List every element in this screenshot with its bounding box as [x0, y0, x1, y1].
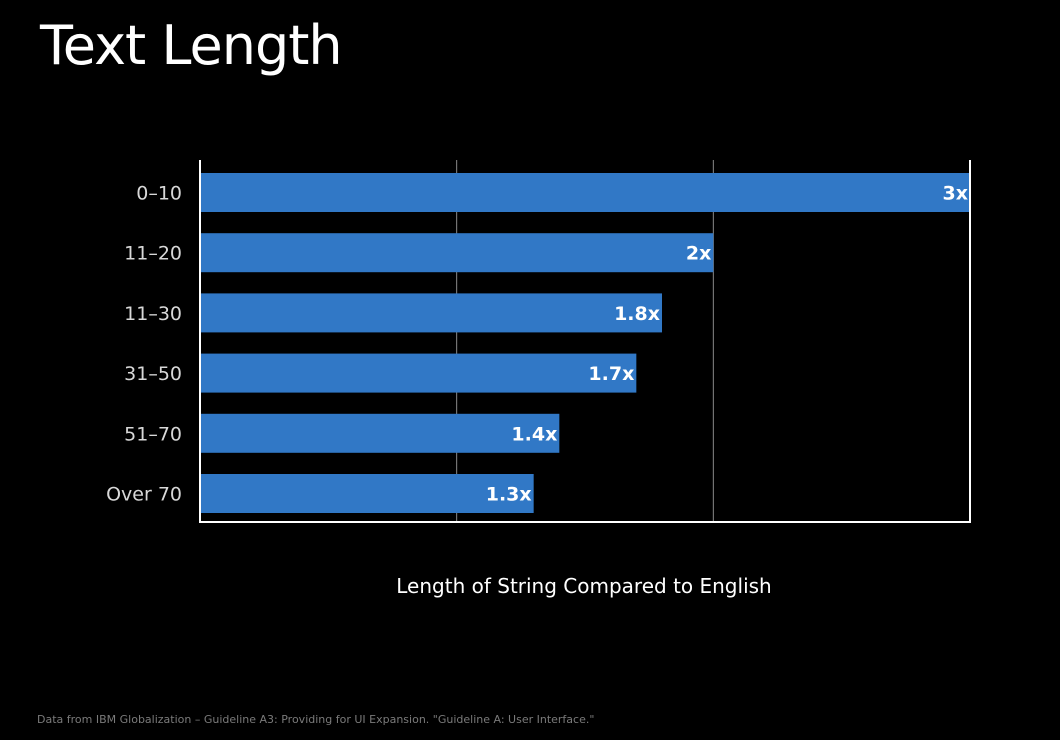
bar: [200, 474, 534, 513]
data-label: 1.4x: [511, 423, 557, 445]
category-label: 11–30: [124, 303, 182, 325]
category-label: 0–10: [136, 183, 182, 205]
data-label: 1.7x: [588, 363, 634, 385]
slide-title: Text Length: [40, 14, 343, 77]
category-label: 11–20: [124, 243, 182, 265]
data-label: 1.8x: [614, 303, 660, 325]
bars: [200, 173, 970, 513]
bar: [200, 353, 637, 393]
data-label: 2x: [686, 243, 711, 265]
category-label: 51–70: [124, 423, 182, 445]
category-label: 31–50: [124, 363, 182, 385]
data-label: 1.3x: [486, 484, 532, 506]
category-label: Over 70: [106, 484, 182, 506]
source-footnote: Data from IBM Globalization – Guideline …: [37, 713, 595, 726]
bar: [200, 413, 560, 453]
bar: [200, 293, 662, 333]
bar: [200, 233, 714, 273]
gridlines: [456, 160, 714, 522]
bar: [200, 173, 970, 212]
labels: 3x 0–10 2x 11–20 1.8x 11–30 1.7x 31–50 1.4x 51–70…: [106, 183, 968, 506]
x-axis-title: Length of String Compared to English: [396, 574, 771, 598]
axes: [199, 160, 971, 523]
data-label: 3x: [943, 183, 968, 205]
